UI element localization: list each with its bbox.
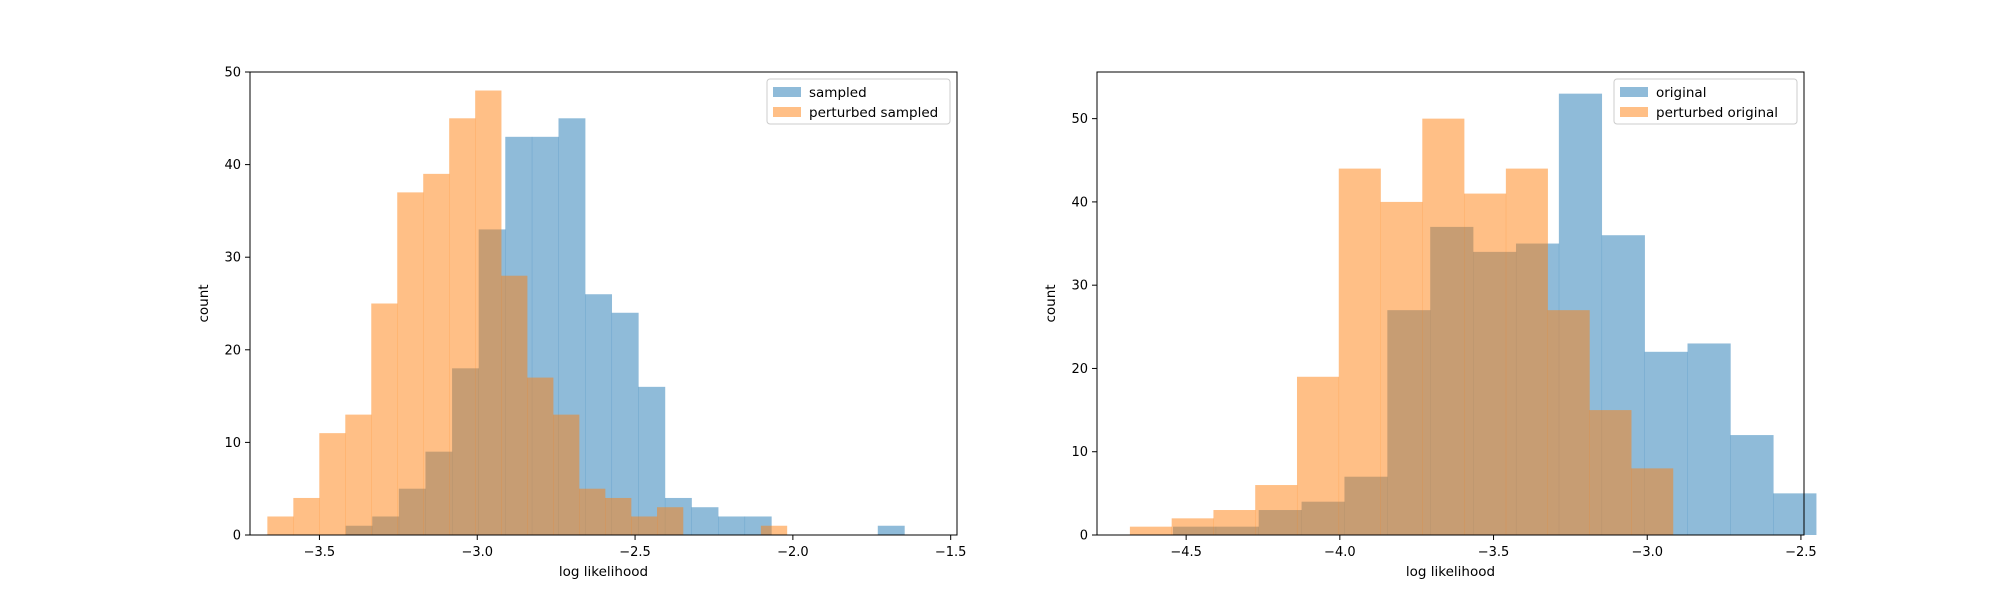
y-tick-label: 20 bbox=[224, 343, 241, 358]
histogram-bar bbox=[657, 507, 684, 535]
histogram-bar bbox=[319, 433, 346, 535]
histogram-bar bbox=[1380, 201, 1423, 535]
histogram-bar bbox=[1687, 343, 1731, 535]
histogram-bar bbox=[293, 497, 320, 535]
x-axis-label: log likelihood bbox=[559, 564, 648, 580]
legend-swatch bbox=[773, 87, 801, 97]
legend-label: perturbed sampled bbox=[809, 105, 938, 121]
histogram-bar bbox=[1589, 410, 1632, 535]
legend-label: sampled bbox=[809, 85, 867, 101]
histogram-bar bbox=[1255, 485, 1298, 535]
x-tick-label: −3.0 bbox=[1631, 545, 1663, 560]
x-tick-label: −3.5 bbox=[304, 545, 336, 560]
legend-box bbox=[766, 78, 951, 125]
histogram-bar bbox=[631, 516, 658, 535]
series-perturbed-sampled bbox=[267, 90, 788, 536]
histogram-bar bbox=[1547, 310, 1590, 535]
y-tick-label: 20 bbox=[1071, 362, 1088, 377]
legend-swatch bbox=[1620, 87, 1648, 97]
x-tick-label: −3.5 bbox=[1478, 545, 1510, 560]
y-tick-label: 10 bbox=[224, 436, 241, 451]
histogram-panel-left: −3.5 −3.0 −2.5 −2.0 −1.5 0 10 20 30 40 50 log likel… bbox=[196, 66, 966, 581]
histogram-bar bbox=[1171, 518, 1214, 535]
histogram-bar bbox=[1505, 168, 1548, 535]
histogram-bar bbox=[501, 275, 528, 535]
y-tick-label: 40 bbox=[1071, 195, 1088, 210]
histogram-bar bbox=[877, 525, 905, 535]
axes-frame bbox=[249, 71, 958, 536]
histogram-bar bbox=[371, 303, 398, 535]
histogram-bar bbox=[397, 192, 424, 535]
histogram-bar bbox=[449, 118, 476, 536]
histogram-bar bbox=[1464, 193, 1507, 535]
histogram-bar bbox=[579, 488, 606, 535]
histogram-bar bbox=[423, 173, 450, 536]
x-tick-label: −4.5 bbox=[1170, 545, 1202, 560]
histogram-bar bbox=[527, 377, 554, 535]
histogram-bar bbox=[1773, 493, 1817, 535]
y-tick-label: 40 bbox=[224, 158, 241, 173]
x-tick-label: −2.5 bbox=[1785, 545, 1817, 560]
y-tick-label: 0 bbox=[1080, 529, 1088, 544]
legend: sampled perturbed sampled bbox=[766, 78, 951, 125]
histogram-bar bbox=[267, 516, 294, 535]
histogram-bar bbox=[1296, 376, 1340, 535]
x-tick-label: −2.0 bbox=[777, 545, 809, 560]
legend: original perturbed original bbox=[1613, 78, 1798, 125]
y-tick-label: 30 bbox=[1071, 279, 1088, 294]
axes-frame bbox=[1096, 71, 1805, 536]
series-perturbed-original bbox=[1129, 118, 1674, 535]
y-tick-label: 30 bbox=[224, 251, 241, 266]
legend-swatch bbox=[773, 107, 801, 117]
legend-swatch bbox=[1620, 107, 1648, 117]
histogram-bar bbox=[605, 497, 632, 535]
y-axis-label: count bbox=[1043, 284, 1059, 322]
histogram-bar bbox=[1422, 118, 1465, 535]
legend-label: original bbox=[1656, 85, 1706, 101]
x-axis-label: log likelihood bbox=[1406, 564, 1495, 580]
y-tick-label: 10 bbox=[1071, 445, 1088, 460]
x-tick-label: −1.5 bbox=[935, 545, 967, 560]
y-tick-label: 50 bbox=[224, 66, 241, 81]
histogram-bar bbox=[691, 507, 719, 535]
histogram-bar bbox=[1129, 526, 1172, 535]
histogram-bar bbox=[718, 516, 746, 535]
histogram-bar bbox=[1730, 435, 1774, 535]
histogram-bar bbox=[1631, 468, 1674, 535]
histogram-panel-right: −4.5 −4.0 −3.5 −3.0 −2.5 0 10 20 30 40 50 log likel… bbox=[1043, 71, 1817, 580]
histogram-bar bbox=[760, 525, 788, 535]
x-tick-label: −4.0 bbox=[1324, 545, 1356, 560]
x-tick-label: −3.0 bbox=[461, 545, 493, 560]
y-tick-label: 0 bbox=[233, 529, 241, 544]
legend-label: perturbed original bbox=[1656, 105, 1778, 121]
histogram-bar bbox=[475, 90, 502, 536]
histogram-bar bbox=[1338, 168, 1381, 535]
histogram-bar bbox=[345, 414, 372, 535]
legend-box bbox=[1613, 78, 1798, 125]
y-axis-label: count bbox=[196, 284, 212, 322]
histogram-bar bbox=[553, 414, 580, 535]
x-tick-label: −2.5 bbox=[619, 545, 651, 560]
y-tick-label: 50 bbox=[1071, 112, 1088, 127]
histogram-bar bbox=[1213, 510, 1256, 535]
